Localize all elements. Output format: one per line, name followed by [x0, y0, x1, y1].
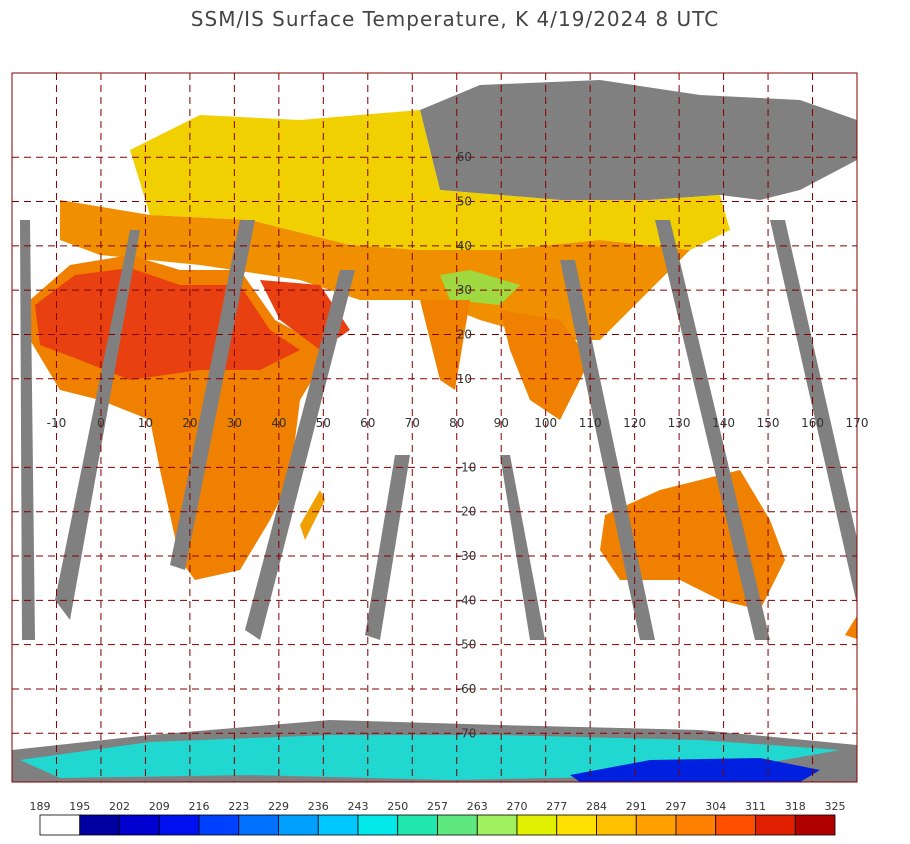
- colorbar-swatch: [635, 814, 677, 836]
- colorbar-label: 223: [228, 800, 249, 813]
- colorbar-label: 189: [30, 800, 51, 813]
- europe-asia: [130, 110, 730, 250]
- colorbar-label: 304: [705, 800, 726, 813]
- latitude-label: -20: [457, 505, 477, 519]
- colorbar-swatch: [238, 814, 279, 836]
- siberia: [420, 80, 857, 200]
- longitude-label: -10: [47, 416, 67, 430]
- latitude-label: 40: [457, 239, 472, 253]
- colorbar-label: 270: [507, 800, 528, 813]
- longitude-label: 130: [668, 416, 691, 430]
- colorbar-label: 277: [546, 800, 567, 813]
- colorbar-swatch: [357, 814, 399, 836]
- mid-latitudes: [60, 200, 690, 340]
- colorbar-label: 236: [308, 800, 329, 813]
- colorbar-label: 284: [586, 800, 607, 813]
- colorbar-swatch: [794, 814, 836, 836]
- colorbar-swatch: [79, 814, 120, 836]
- longitude-label: 170: [846, 416, 869, 430]
- colorbar-label: 263: [467, 800, 488, 813]
- colorbar-label: 243: [348, 800, 369, 813]
- longitude-label: 30: [227, 416, 242, 430]
- australia: [600, 470, 785, 610]
- colorbar-label: 216: [189, 800, 210, 813]
- colorbar-swatch: [675, 814, 717, 836]
- colorbar-label: 202: [109, 800, 130, 813]
- colorbar-swatch: [516, 814, 558, 836]
- antarctica-coldest: [570, 758, 820, 782]
- colorbar-swatch: [556, 814, 597, 836]
- swath-gaps: [20, 220, 857, 640]
- colorbar-label: 250: [387, 800, 408, 813]
- longitude-label: 90: [494, 416, 509, 430]
- longitude-label: 10: [138, 416, 153, 430]
- colorbar-swatch: [119, 814, 160, 836]
- longitude-label: 70: [405, 416, 420, 430]
- se-asia: [500, 310, 590, 420]
- colorbar-swatch: [158, 814, 200, 836]
- colorbar-label: 311: [745, 800, 766, 813]
- colorbar-label: 257: [427, 800, 448, 813]
- colorbar-label: 291: [626, 800, 647, 813]
- longitude-label: 100: [534, 416, 557, 430]
- colorbar-label: 229: [268, 800, 289, 813]
- colorbar-swatch: [198, 814, 240, 836]
- india: [420, 300, 470, 390]
- latitude-label: 30: [457, 283, 472, 297]
- colorbar-swatch: [39, 814, 81, 836]
- longitude-label: 40: [271, 416, 286, 430]
- colorbar-swatch: [278, 814, 319, 836]
- longitude-label: 120: [623, 416, 646, 430]
- latitude-label: 10: [457, 372, 472, 386]
- colorbar-label: 297: [666, 800, 687, 813]
- colorbar-label: 209: [149, 800, 170, 813]
- tibet: [440, 270, 520, 305]
- longitude-label: 80: [449, 416, 464, 430]
- colorbar-swatch: [397, 814, 438, 836]
- longitude-label: 150: [757, 416, 780, 430]
- title: SSM/IS Surface Temperature, K 4/19/2024 …: [191, 7, 719, 31]
- colorbar-swatch: [317, 814, 359, 836]
- colorbar-label: 318: [785, 800, 806, 813]
- longitude-label: 60: [360, 416, 375, 430]
- latitude-label: -60: [457, 682, 477, 696]
- madagascar: [300, 490, 325, 540]
- colorbar-swatch: [715, 814, 756, 836]
- latitude-label: -10: [457, 460, 477, 474]
- latitude-label: -50: [457, 638, 477, 652]
- latitude-label: -70: [457, 726, 477, 740]
- colorbar-swatch: [596, 814, 637, 836]
- latitude-label: 50: [457, 195, 472, 209]
- latitude-label: 20: [457, 327, 472, 341]
- longitude-label: 140: [712, 416, 735, 430]
- colorbar-label: 325: [825, 800, 846, 813]
- colorbar-swatch: [476, 814, 518, 836]
- colorbar-swatch: [755, 814, 796, 836]
- longitude-label: 50: [316, 416, 331, 430]
- longitude-label: 160: [801, 416, 824, 430]
- longitude-label: 110: [579, 416, 602, 430]
- latitude-label: 60: [457, 150, 472, 164]
- colorbar-swatch: [437, 814, 478, 836]
- new-zealand: [845, 615, 857, 639]
- latitude-label: -30: [457, 549, 477, 563]
- colorbar-label: 195: [69, 800, 90, 813]
- longitude-label: 20: [182, 416, 197, 430]
- latitude-label: -40: [457, 593, 477, 607]
- longitude-label: 0: [97, 416, 105, 430]
